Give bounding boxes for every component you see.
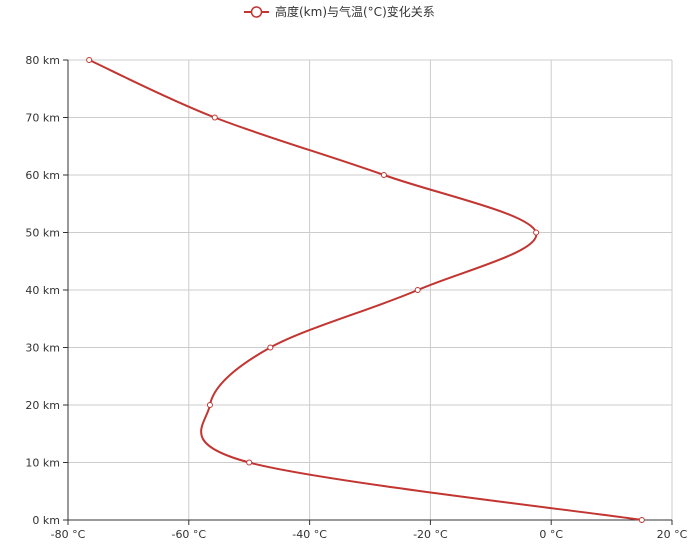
data-point[interactable] xyxy=(206,402,213,408)
x-tick-label: -20 °C xyxy=(413,528,448,541)
legend-circle-marker xyxy=(250,6,263,18)
x-tick-label: 20 °C xyxy=(657,528,688,541)
data-point[interactable] xyxy=(533,229,540,236)
x-tick-label: -60 °C xyxy=(171,528,206,541)
y-tick-label: 30 km xyxy=(25,342,60,355)
y-tick-label: 20 km xyxy=(25,399,60,412)
y-tick-label: 80 km xyxy=(25,54,60,67)
y-tick-label: 60 km xyxy=(25,169,60,182)
data-point[interactable] xyxy=(86,57,93,63)
y-tick-label: 70 km xyxy=(25,112,60,125)
data-point[interactable] xyxy=(638,517,645,523)
y-tick-label: 10 km xyxy=(25,457,60,470)
x-tick-label: 0 °C xyxy=(539,528,563,541)
x-tick-label: -80 °C xyxy=(51,528,86,541)
data-point[interactable] xyxy=(246,459,253,466)
data-point[interactable] xyxy=(267,344,274,351)
data-point[interactable] xyxy=(380,172,387,178)
x-tick-label: -40 °C xyxy=(292,528,327,541)
legend-label: 高度(km)与气温(°C)变化关系 xyxy=(275,4,435,19)
grid xyxy=(68,59,673,520)
axes: -80 °C -60 °C -40 °C -20 °C 0 °C 20 °C 0 km 10 … xyxy=(25,54,687,541)
data-point[interactable] xyxy=(211,114,218,121)
legend[interactable]: 高度(km)与气温(°C)变化关系 xyxy=(244,4,435,19)
data-point[interactable] xyxy=(414,287,421,293)
y-tick-label: 0 km xyxy=(32,514,60,527)
y-tick-label: 50 km xyxy=(25,227,60,240)
series-layer xyxy=(86,57,645,523)
y-tick-label: 40 km xyxy=(25,284,60,297)
